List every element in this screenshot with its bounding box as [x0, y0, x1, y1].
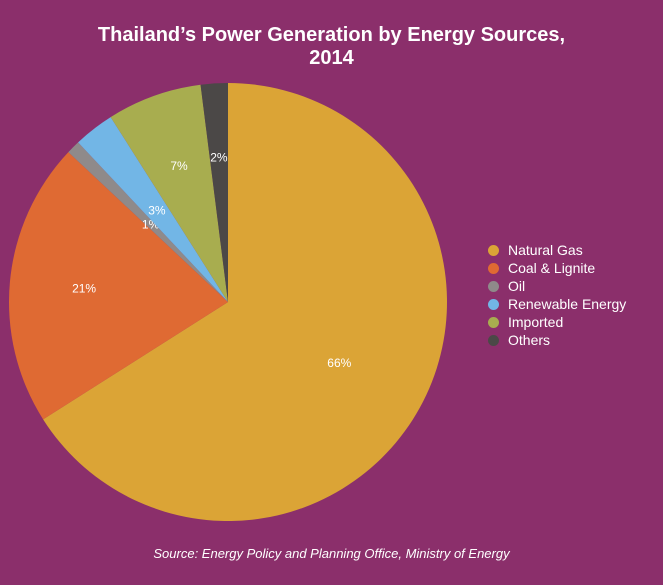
chart-title-line-1: Thailand’s Power Generation by Energy So…	[97, 24, 566, 46]
legend-swatch	[488, 280, 499, 292]
chart-title: Thailand’s Power Generation by Energy So…	[0, 24, 663, 70]
pie-slice-imported	[110, 84, 228, 302]
legend-swatch	[488, 262, 499, 274]
source-note: Source: Energy Policy and Planning Offic…	[153, 546, 510, 561]
legend: Natural Gas Coal & Lignite Oil Renewable En…	[488, 241, 626, 349]
legend-swatch	[488, 316, 499, 328]
legend-swatch	[488, 334, 499, 346]
slice-label-natural-gas: 66%	[327, 356, 351, 370]
legend-item-coal-lignite: Coal & Lignite	[488, 259, 626, 277]
legend-item-renewable-energy: Renewable Energy	[488, 295, 626, 313]
slice-label-renewable-energy: 3%	[148, 203, 166, 217]
legend-label: Natural Gas	[508, 242, 583, 258]
legend-item-natural-gas: Natural Gas	[488, 241, 626, 259]
slice-label-others: 2%	[210, 151, 228, 165]
pie-slice-oil	[68, 142, 229, 302]
legend-swatch	[488, 298, 499, 310]
slice-label-imported: 7%	[170, 159, 188, 173]
legend-label: Coal & Lignite	[508, 260, 596, 276]
legend-swatch	[488, 244, 499, 256]
chart-title-line-2: 2014	[309, 47, 354, 69]
legend-label: Others	[508, 332, 551, 348]
legend-label: Oil	[508, 278, 526, 294]
pie-slice-renewable-energy	[78, 117, 228, 302]
pie-slice-coal-lignite	[8, 152, 229, 420]
slice-label-coal-lignite: 21%	[72, 281, 96, 295]
legend-label: Renewable Energy	[508, 296, 627, 312]
legend-item-oil: Oil	[488, 277, 626, 295]
legend-item-others: Others	[488, 331, 626, 349]
pie-slice-others	[200, 83, 228, 302]
pie-slice-natural-gas	[43, 83, 447, 522]
legend-item-imported: Imported	[488, 313, 626, 331]
legend-label: Imported	[508, 314, 564, 330]
